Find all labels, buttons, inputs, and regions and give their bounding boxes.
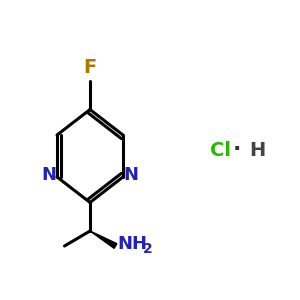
Text: ·: · xyxy=(233,139,241,158)
Text: Cl: Cl xyxy=(210,140,231,160)
Text: N: N xyxy=(42,167,57,184)
Text: N: N xyxy=(123,167,138,184)
Text: 2: 2 xyxy=(143,242,153,256)
Polygon shape xyxy=(90,231,117,248)
Text: NH: NH xyxy=(117,235,147,253)
Text: F: F xyxy=(83,58,97,77)
Text: H: H xyxy=(249,140,265,160)
